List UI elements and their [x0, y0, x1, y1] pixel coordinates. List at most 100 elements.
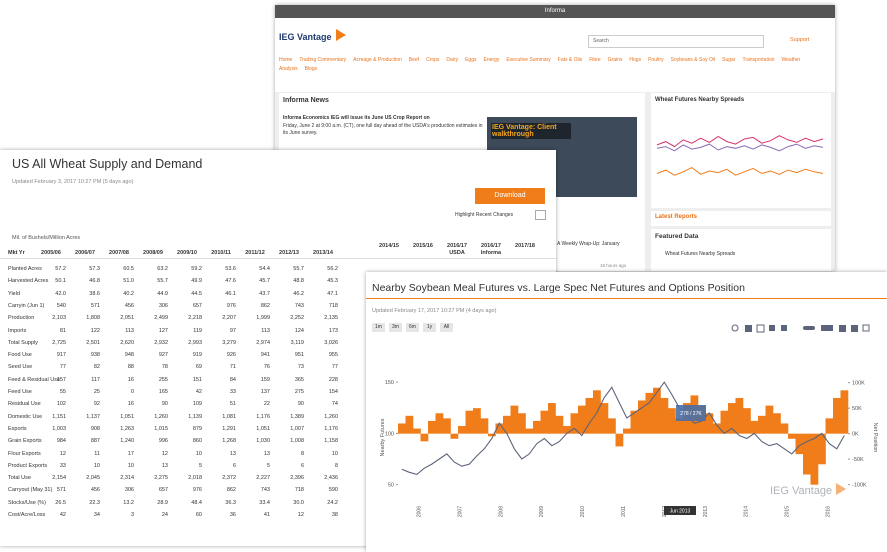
row-label: Feed Use	[8, 389, 32, 395]
nav-link[interactable]: Soybeans & Soy Oil	[670, 57, 716, 63]
spread-line	[656, 143, 824, 152]
table-cell: 24.2	[327, 499, 338, 506]
bar	[713, 423, 721, 434]
table-cell: 41	[263, 512, 270, 518]
nav-link[interactable]: Grains	[607, 57, 623, 63]
table-cell: 113	[125, 327, 134, 334]
table-cell: 2,725	[52, 339, 66, 346]
table-cell: 102	[56, 401, 66, 408]
featured-panel	[651, 229, 831, 271]
row-label: Product Exports	[8, 462, 48, 469]
table-cell: 5	[266, 462, 270, 469]
bar	[608, 418, 616, 434]
bar	[788, 433, 796, 439]
support-link[interactable]: Support	[790, 37, 810, 43]
nav-link[interactable]: Trading Commentary	[299, 57, 347, 63]
table-cell: 77	[331, 364, 338, 371]
nav-link[interactable]: Executive Summary	[506, 57, 551, 63]
table-cell: 25	[93, 389, 100, 395]
nav-link[interactable]: Transportation	[742, 57, 775, 63]
table-cell: 151	[192, 376, 202, 383]
nav-link[interactable]: Poultry	[648, 57, 664, 63]
logo: IEG Vantage	[279, 32, 332, 42]
featured-item[interactable]: Wheat Futures Nearby Spreads	[665, 251, 736, 257]
bar	[540, 410, 549, 434]
table-cell: 30.0	[293, 499, 304, 506]
bar	[750, 420, 759, 434]
nav-link[interactable]: Sugar	[722, 57, 736, 63]
bar	[833, 397, 841, 434]
soy-title: Nearby Soybean Meal Futures vs. Large Sp…	[372, 282, 745, 294]
nav-link[interactable]: Energy	[483, 57, 500, 63]
x-tick-label: 2008	[498, 506, 504, 517]
table-cell: 743	[260, 487, 270, 494]
date-label: Jun 2013	[670, 509, 691, 515]
bar	[795, 433, 804, 455]
report-title[interactable]: A Weekly Wrap-Up: January	[557, 241, 620, 247]
nav-link[interactable]: Acreage & Production	[353, 57, 402, 63]
table-cell: 55.7	[157, 278, 168, 285]
bar	[435, 413, 444, 434]
nav-link[interactable]: Blogs	[304, 66, 318, 72]
table-cell: 3,119	[290, 339, 304, 346]
table-cell: 84	[229, 376, 236, 383]
table-cell: 917	[56, 352, 66, 359]
table-cell: 3,279	[222, 339, 236, 346]
table-cell: 10	[93, 462, 100, 469]
watermark: IEG Vantage	[770, 485, 832, 497]
row-label: Food Use	[8, 352, 32, 359]
table-cell: 49.9	[191, 278, 202, 285]
bar	[765, 405, 774, 434]
table-cell: 17	[127, 450, 134, 457]
table-cell: 42.0	[55, 290, 66, 297]
nav-link[interactable]: Hogs	[629, 57, 642, 63]
table-cell: 2,018	[188, 475, 202, 482]
table-cell: 2,135	[324, 315, 338, 322]
tooltip-box	[676, 405, 706, 421]
bar	[555, 415, 564, 434]
table-cell: 1,260	[324, 413, 338, 420]
nav-link[interactable]: Eggs	[465, 57, 477, 63]
table-cell: 456	[124, 302, 134, 309]
range-button[interactable]: 6m	[406, 323, 419, 332]
table-cell: 46.1	[225, 290, 236, 297]
range-button[interactable]: 3m	[389, 323, 402, 332]
table-cell: 90	[161, 401, 168, 408]
table-cell: 1,291	[222, 425, 236, 432]
nav-link[interactable]: Home	[279, 57, 293, 63]
table-cell: 1,003	[52, 425, 66, 432]
spread-line	[656, 167, 824, 176]
row-label: Feed & Residual Use	[8, 376, 60, 383]
nav-link[interactable]: Weather	[781, 57, 801, 63]
range-button[interactable]: 1m	[372, 323, 385, 332]
table-cell: 984	[56, 438, 66, 445]
bar	[735, 397, 744, 434]
nav-link[interactable]: Analysis	[279, 66, 298, 72]
range-button[interactable]: 1y	[423, 323, 436, 332]
download-button[interactable]: Download	[475, 188, 545, 204]
table-cell: 951	[294, 352, 304, 359]
nav-link[interactable]: Fibre	[589, 57, 601, 63]
table-cell: 571	[90, 302, 100, 309]
nav-link[interactable]: Beef	[408, 57, 420, 63]
range-button[interactable]: All	[440, 323, 453, 332]
nav-link[interactable]: Crops	[426, 57, 440, 63]
bar	[405, 415, 414, 434]
bar	[495, 423, 504, 434]
nav-link[interactable]: Fats & Oils	[557, 57, 583, 63]
search-box[interactable]: Search	[588, 35, 764, 48]
table-cell: 8	[300, 450, 304, 457]
y2-tick-label: -100K	[852, 483, 867, 489]
table-cell: 90	[297, 401, 304, 408]
table-cell: 1,151	[52, 413, 66, 420]
x-tick-label: 2009	[539, 506, 545, 517]
table-cell: 1,176	[256, 413, 270, 420]
nav-link[interactable]: Dairy	[446, 57, 459, 63]
highlight-toggle[interactable]	[535, 210, 546, 220]
bar	[623, 428, 631, 434]
bar	[645, 392, 654, 434]
bar	[668, 408, 676, 434]
table-cell: 24	[161, 512, 168, 518]
soy-window: Nearby Soybean Meal Futures vs. Large Sp…	[366, 272, 887, 552]
column-header: 2005/06	[41, 250, 61, 256]
